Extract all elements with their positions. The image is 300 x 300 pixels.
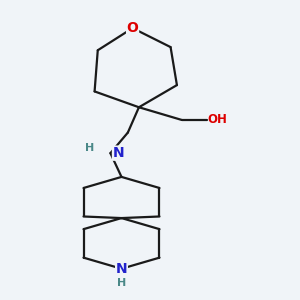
Text: H: H xyxy=(117,278,126,288)
Text: H: H xyxy=(85,143,94,153)
Text: OH: OH xyxy=(207,113,227,126)
Text: N: N xyxy=(112,146,124,160)
Text: N: N xyxy=(116,262,127,276)
Text: O: O xyxy=(127,21,139,35)
